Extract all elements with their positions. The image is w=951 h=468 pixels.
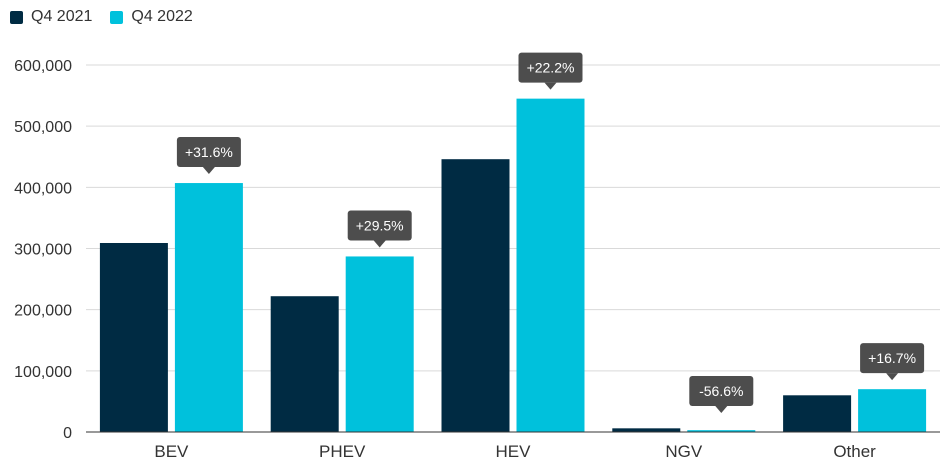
bar-q4-2021 (270, 296, 339, 432)
x-tick-label: Other (833, 442, 876, 461)
annotation-pointer (544, 82, 557, 90)
annotation-box (176, 137, 241, 168)
legend: Q4 2021 Q4 2022 (10, 8, 211, 26)
y-tick-label: 100,000 (14, 364, 72, 381)
annotation-label: +31.6% (185, 144, 233, 160)
annotation-label: +29.5% (356, 217, 404, 233)
bar-q4-2021 (612, 428, 681, 432)
bar-q4-2022 (516, 98, 585, 433)
annotation-pointer (886, 373, 899, 381)
bar-q4-2021 (99, 242, 168, 432)
y-tick-label: 300,000 (14, 242, 72, 259)
x-tick-label: HEV (496, 442, 532, 461)
annotation-label: +22.2% (527, 60, 575, 76)
bar-q4-2021 (441, 159, 510, 433)
annotation-box (347, 210, 412, 241)
bar-q4-2022 (174, 183, 243, 432)
legend-swatch-q4-2021 (10, 10, 23, 24)
annotation-pointer (373, 240, 386, 248)
y-tick-label: 400,000 (14, 180, 72, 197)
annotation-box (518, 52, 583, 83)
legend-swatch-q4-2022 (110, 10, 124, 24)
annotation-pointer (202, 167, 215, 175)
bar-q4-2021 (783, 395, 852, 432)
annotation-pointer (715, 406, 728, 413)
legend-item-q4-2021: Q4 2021 (10, 8, 92, 26)
legend-label-q4-2021: Q4 2021 (31, 8, 93, 25)
legend-label-q4-2022: Q4 2022 (131, 8, 193, 25)
annotation-label: +16.7% (868, 350, 916, 366)
y-tick-label: 500,000 (14, 119, 72, 136)
y-tick-label: 200,000 (14, 303, 72, 320)
x-tick-label: PHEV (319, 442, 366, 461)
bar-q4-2022 (345, 256, 414, 432)
annotation-box (860, 343, 925, 374)
x-tick-label: BEV (154, 442, 189, 461)
y-tick-label: 600,000 (14, 58, 72, 75)
bar-q4-2022 (687, 430, 756, 432)
x-tick-label: NGV (665, 442, 703, 461)
bar-q4-2022 (858, 389, 927, 432)
y-tick-label: 0 (63, 425, 72, 442)
legend-item-q4-2022: Q4 2022 (110, 8, 193, 26)
annotation-box (689, 376, 754, 406)
annotation-label: -56.6% (699, 383, 743, 399)
